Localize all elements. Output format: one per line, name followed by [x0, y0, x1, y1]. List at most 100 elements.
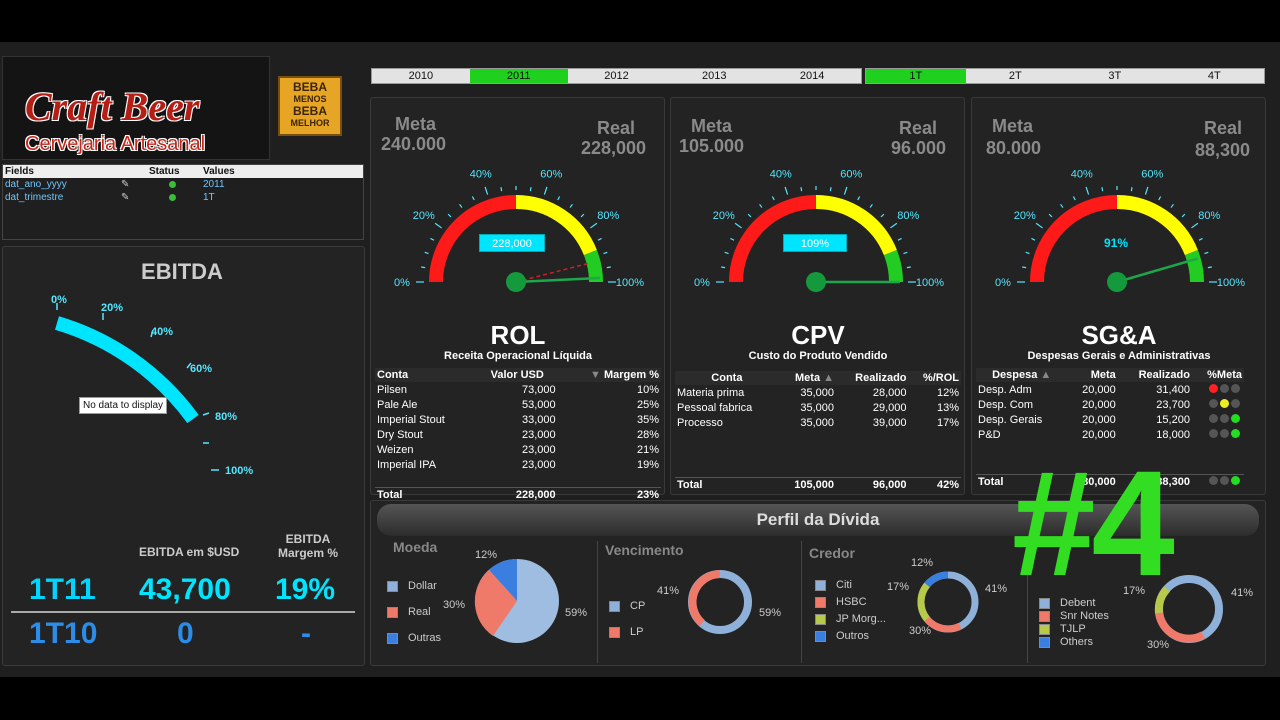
table-row[interactable]: Desp. Com 20,000 23,700 [976, 397, 1244, 412]
table-row[interactable]: Materia prima 35,000 28,000 12% [677, 386, 959, 399]
gauge-tick [606, 266, 611, 269]
gauge-band [429, 195, 517, 283]
cpv-real-value: 96.000 [891, 138, 947, 158]
status-lights [1192, 382, 1244, 397]
gauge-tick [1085, 186, 1090, 195]
table-row[interactable]: Desp. Gerais 20,000 15,200 [976, 412, 1244, 427]
table-row[interactable]: Pessoal fabrica 35,000 29,000 13% [677, 401, 959, 414]
gauge-tick [590, 222, 598, 229]
eraser-icon[interactable]: ✎ [121, 179, 130, 190]
tipo-donut-chart [1154, 575, 1223, 643]
gauge-tick [784, 186, 789, 195]
tab-quarter[interactable]: 3T [1108, 70, 1122, 82]
gauge-hub [806, 272, 826, 292]
gauge-tick-label: 40% [1071, 169, 1093, 181]
tick-label: 80% [215, 411, 237, 423]
table-row[interactable]: Imperial Stout 33,000 35% [377, 413, 659, 426]
gauge-tick-label: 40% [770, 169, 792, 181]
table-row[interactable]: P&D 20,000 18,000 [976, 427, 1244, 442]
gauge-tick [1198, 237, 1203, 241]
sga-meta-value: 80.000 [986, 138, 1042, 158]
gauge-needle [515, 276, 600, 284]
ebitda-value-previous: 0 [177, 617, 194, 650]
tab-year-selected[interactable]: 2011 [469, 69, 568, 83]
gauge-tick [1130, 187, 1133, 192]
tick-label: 40% [151, 326, 173, 338]
moeda-legend: Dollar Real Outras [387, 573, 441, 651]
gauge-needle [1116, 257, 1199, 284]
gauge-tick [543, 186, 548, 195]
tab-quarter[interactable]: 4T [1207, 70, 1221, 82]
gauge-tick-label: 0% [394, 277, 410, 289]
ebitda-value-current: 43,700 [139, 573, 231, 606]
selection-row[interactable]: dat_ano_yyyy ✎ 2011 [5, 179, 225, 190]
gauge-tick [857, 196, 861, 201]
table-row[interactable]: Pilsen 73,000 10% [377, 383, 659, 396]
gauge-tick-label: 0% [995, 277, 1011, 289]
gauge-tick [903, 251, 908, 255]
tab-year[interactable]: 2014 [799, 70, 825, 82]
gauge-tick [734, 222, 742, 229]
ebitda-title: EBITDA [141, 259, 223, 284]
gauge-tick [434, 222, 442, 229]
ebitda-panel: EBITDA 0% 20% 40% 60% 80% 100% No data t… [2, 246, 365, 666]
cpv-gauge: 0% 20% 40% 60% 80% 100% [694, 169, 944, 292]
gauge-tick [721, 266, 726, 269]
gauge-tick [1158, 196, 1162, 201]
gauge-tick [1181, 213, 1186, 218]
gauge-tick [447, 213, 452, 218]
quarter-selector: 1T 2T 3T 4T [865, 68, 1265, 84]
episode-number-overlay: #4 [1012, 439, 1175, 607]
gauge-tick [890, 222, 898, 229]
gauge-tick [500, 187, 503, 192]
ebitda-margin-current: 19% [275, 573, 336, 606]
current-selections-box: Fields Status Values dat_ano_yyyy ✎ 2011… [2, 164, 364, 240]
tab-year[interactable]: 2012 [604, 70, 629, 82]
tab-year[interactable]: 2010 [408, 70, 434, 82]
sga-real-value: 88,300 [1195, 140, 1251, 160]
status-lights [1192, 412, 1244, 427]
logo-subtitle: Cervejaria Artesanal [25, 133, 206, 155]
tab-quarter-selected[interactable]: 1T [866, 69, 966, 83]
gauge-tick [1048, 213, 1053, 218]
gauge-hub [1107, 272, 1127, 292]
gauge-tick [1170, 203, 1174, 208]
ebitda-margin-previous: - [301, 617, 311, 650]
gauge-tick-label: 100% [916, 277, 944, 289]
gauge-tick [880, 213, 885, 218]
tick-label: 20% [101, 302, 123, 314]
gauge-tick-label: 100% [1217, 277, 1245, 289]
gauge-tick-label: 40% [470, 169, 492, 181]
divider [11, 611, 355, 613]
eraser-icon[interactable]: ✎ [121, 192, 130, 203]
gauge-tick [603, 251, 608, 255]
gauge-tick-label: 60% [540, 169, 562, 181]
rol-gauge: 0% 20% 40% 60% 80% 100% [394, 169, 644, 292]
table-row[interactable]: Imperial IPA 23,000 19% [377, 458, 659, 471]
table-row[interactable]: Dry Stout 23,000 28% [377, 428, 659, 441]
no-data-tooltip: No data to display [79, 397, 168, 414]
gauge-tick [1060, 203, 1064, 208]
gauge-band [515, 195, 597, 256]
vencimento-legend: CP LP [609, 593, 645, 645]
gauge-tick [1144, 186, 1149, 195]
table-row[interactable]: Weizen 23,000 21% [377, 443, 659, 456]
tab-year[interactable]: 2013 [702, 70, 727, 82]
gauge-tick [843, 186, 848, 195]
gauge-tick [1101, 187, 1104, 192]
gauge-tick [471, 196, 475, 201]
selection-row[interactable]: dat_trimestre ✎ 1T [5, 192, 215, 203]
gauge-tick [1207, 266, 1212, 269]
table-row[interactable]: Desp. Adm 20,000 31,400 [976, 382, 1244, 397]
rol-table: Conta Valor USD ▼ Margem % Pilsen 73,000 10%… [375, 368, 661, 502]
sga-table: Despesa ▲ Meta Realizado %Meta Desp. Adm 20,… [976, 368, 1244, 489]
gauge-target-marker [515, 262, 588, 283]
rol-meta-value: 240.000 [381, 134, 447, 154]
table-row[interactable]: Pale Ale 53,000 25% [377, 398, 659, 411]
status-lights [1192, 397, 1244, 412]
tab-quarter[interactable]: 2T [1008, 70, 1022, 82]
ebitda-gauge: 0% 20% 40% 60% 80% 100% [51, 295, 253, 477]
table-row[interactable]: Processo 35,000 39,000 17% [677, 416, 959, 429]
gauge-tick [424, 251, 429, 255]
gauge-tick [1025, 251, 1030, 255]
